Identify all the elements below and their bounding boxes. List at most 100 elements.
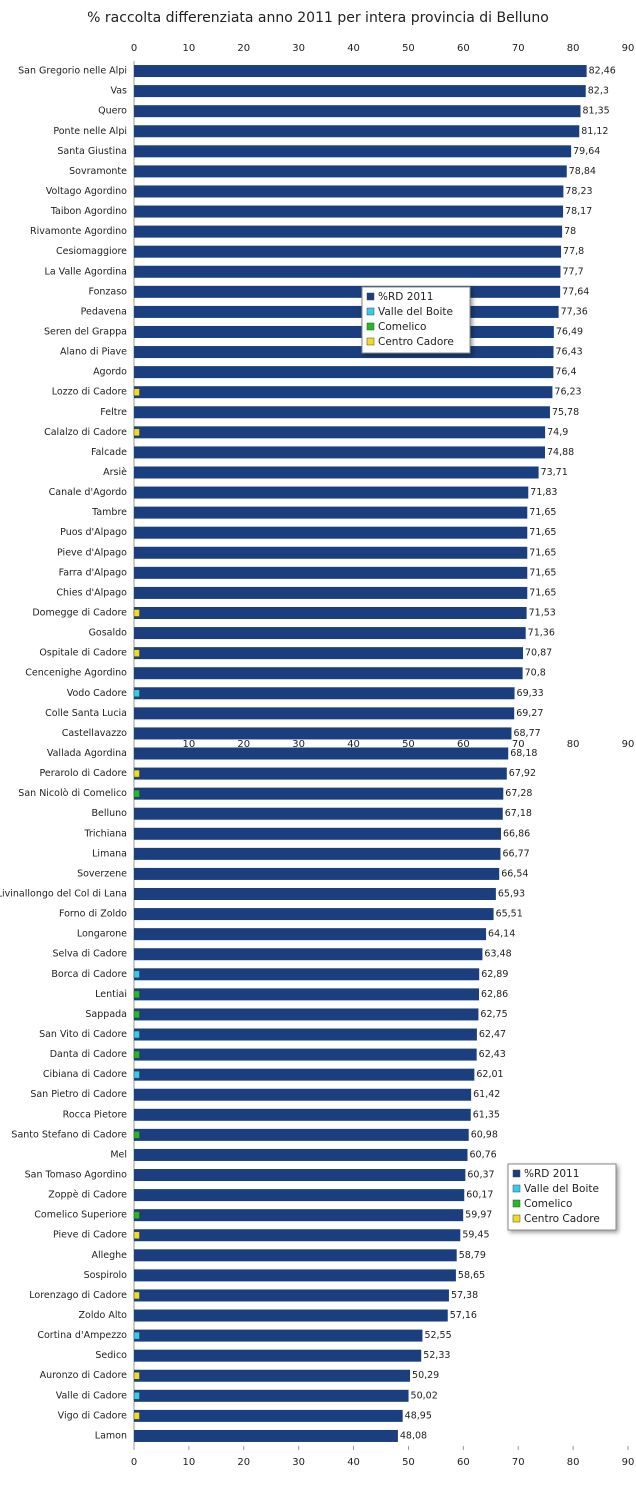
value-label: 82,3 [588, 86, 609, 97]
value-label: 68,77 [513, 728, 540, 739]
value-label: 62,43 [479, 1049, 506, 1060]
value-label: 60,76 [470, 1149, 497, 1160]
x-tick-label: 70 [512, 43, 525, 54]
bar [134, 1148, 468, 1161]
legend-swatch [512, 1214, 521, 1223]
value-label: 62,89 [481, 969, 508, 980]
bar [133, 970, 140, 979]
bar [134, 105, 581, 118]
y-tick-label: Canale d'Agordo [49, 487, 128, 498]
bar [134, 386, 553, 399]
value-label: 69,33 [517, 688, 544, 699]
legend-swatch [512, 1199, 521, 1208]
bar [134, 1269, 456, 1282]
bar [134, 526, 528, 539]
value-label: 64,14 [488, 929, 515, 940]
bar [133, 990, 140, 999]
value-label: 75,78 [552, 407, 579, 418]
legend-swatch [366, 307, 375, 316]
y-tick-label: San Tomaso Agordino [25, 1170, 128, 1181]
value-label: 78 [564, 226, 576, 237]
bar [134, 406, 550, 419]
x-tick-label: 50 [402, 739, 415, 750]
legend-label: %RD 2011 [378, 291, 433, 303]
x-tick-label: 70 [512, 739, 525, 750]
x-tick-label: 10 [183, 1457, 196, 1468]
y-tick-label: Seren del Grappa [44, 326, 127, 337]
bar [134, 285, 561, 298]
legend-label: Valle del Boite [378, 306, 453, 318]
x-tick-label: 90 [622, 739, 635, 750]
bar [133, 1331, 140, 1340]
bar [134, 1389, 409, 1402]
y-tick-label: Ospitale di Cadore [39, 648, 127, 659]
y-tick-label: Limana [92, 848, 127, 859]
bar [134, 667, 523, 680]
value-label: 67,28 [505, 788, 532, 799]
value-label: 61,42 [473, 1089, 500, 1100]
bar [134, 707, 515, 720]
x-tick-label: 60 [457, 1457, 470, 1468]
legend-swatch [366, 337, 375, 346]
y-tick-label: Domegge di Cadore [32, 607, 127, 618]
value-label: 81,35 [583, 106, 610, 117]
bar [133, 609, 140, 617]
y-tick-label: Lorenzago di Cadore [29, 1290, 127, 1301]
legend-swatch [366, 322, 375, 331]
y-tick-label: Feltre [100, 407, 127, 418]
value-label: 62,47 [479, 1029, 506, 1040]
bar [134, 1028, 477, 1041]
bar [133, 1392, 140, 1400]
bar [134, 1088, 472, 1101]
bar [133, 689, 140, 698]
value-label: 77,64 [562, 286, 589, 297]
bar [134, 727, 512, 740]
value-label: 63,48 [484, 949, 511, 960]
bar [134, 1169, 466, 1182]
x-tick-label: 10 [183, 43, 196, 54]
y-tick-label: Vas [110, 86, 127, 97]
bar [134, 1128, 469, 1141]
bar [134, 506, 528, 519]
value-label: 57,16 [450, 1310, 477, 1321]
x-tick-label: 60 [457, 739, 470, 750]
bar [134, 627, 526, 640]
legend-label: Comelico [378, 321, 426, 333]
value-label: 60,98 [471, 1129, 498, 1140]
bar [134, 647, 523, 660]
bar [134, 265, 561, 278]
bar [134, 65, 587, 78]
y-tick-label: Cibiana di Cadore [43, 1069, 127, 1080]
y-tick-label: Quero [98, 106, 127, 117]
value-label: 76,49 [556, 326, 583, 337]
y-tick-label: La Valle Agordina [45, 266, 127, 277]
y-tick-label: Mel [110, 1149, 127, 1160]
y-tick-label: San Nicolò di Comelico [18, 788, 127, 799]
bar [134, 1189, 465, 1202]
y-tick-label: Livinallongo del Col di Lana [0, 889, 127, 900]
value-label: 58,79 [459, 1250, 486, 1261]
bar [134, 1008, 479, 1021]
y-tick-label: Agordo [93, 367, 127, 378]
value-label: 71,65 [529, 587, 556, 598]
y-tick-label: Fonzaso [88, 286, 127, 297]
y-tick-label: Sedico [95, 1350, 127, 1361]
value-label: 70,8 [525, 668, 546, 679]
value-label: 59,97 [465, 1210, 492, 1221]
y-tick-label: Selva di Cadore [52, 949, 127, 960]
bar [133, 769, 140, 778]
x-tick-label: 80 [567, 43, 580, 54]
bar [133, 428, 140, 437]
value-label: 58,65 [458, 1270, 485, 1281]
bar [134, 908, 494, 921]
bar [133, 649, 140, 657]
y-tick-label: Auronzo di Cadore [40, 1370, 128, 1381]
value-label: 68,18 [510, 748, 537, 759]
bar [134, 1108, 471, 1121]
x-tick-label: 30 [292, 43, 305, 54]
y-tick-label: San Pietro di Cadore [30, 1089, 127, 1100]
value-label: 71,53 [529, 607, 556, 618]
value-label: 82,46 [589, 66, 616, 77]
x-tick-label: 20 [237, 739, 250, 750]
